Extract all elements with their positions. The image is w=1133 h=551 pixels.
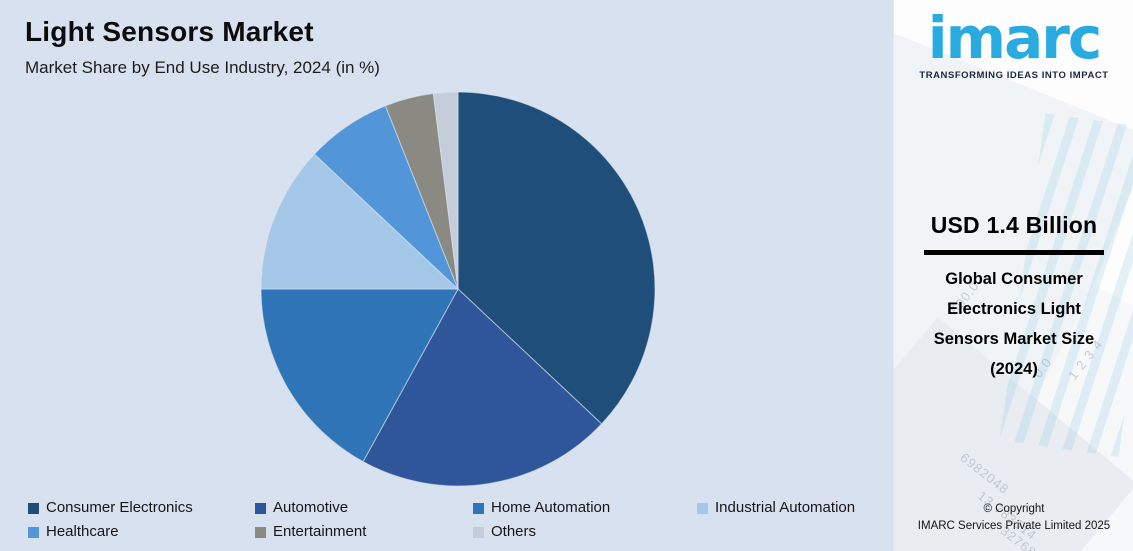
legend-label: Automotive bbox=[273, 499, 349, 516]
pie-chart bbox=[260, 91, 656, 487]
legend-swatch-icon bbox=[28, 502, 39, 514]
legend-item-entertainment: Entertainment bbox=[255, 523, 473, 540]
legend-swatch-icon bbox=[473, 502, 484, 514]
legend-label: Consumer Electronics bbox=[46, 499, 193, 516]
watermark-number: 6982048 bbox=[957, 449, 1013, 498]
legend-item-automotive: Automotive bbox=[255, 499, 473, 516]
pie-slice-automotive bbox=[362, 288, 603, 487]
imarc-logo-text: imarc bbox=[927, 4, 1102, 72]
page-title: Light Sensors Market bbox=[25, 16, 314, 47]
legend-label: Healthcare bbox=[46, 523, 119, 540]
copyright-line1: © Copyright bbox=[983, 503, 1045, 515]
legend-item-healthcare: Healthcare bbox=[28, 523, 255, 540]
legend-item-industrial-automation: Industrial Automation bbox=[697, 499, 856, 516]
pie-slice-others bbox=[432, 91, 459, 290]
legend-label: Entertainment bbox=[273, 523, 367, 540]
pie-slice-industrial-automation bbox=[260, 153, 460, 290]
brand-panel: 0.0 1 2 3 4 500.0 6982048 13.783514 32768 ima… bbox=[893, 0, 1133, 551]
legend-label: Home Automation bbox=[491, 499, 611, 516]
copyright: © Copyright IMARC Services Private Limit… bbox=[894, 501, 1133, 535]
legend-swatch-icon bbox=[697, 502, 708, 514]
legend-swatch-icon bbox=[255, 526, 266, 538]
page-subtitle: Market Share by End Use Industry, 2024 (… bbox=[25, 58, 380, 77]
stat-value: USD 1.4 Billion bbox=[930, 212, 1098, 238]
legend-swatch-icon bbox=[473, 526, 484, 538]
legend-item-others: Others bbox=[473, 523, 697, 540]
legend-item-home-automation: Home Automation bbox=[473, 499, 697, 516]
legend-swatch-icon bbox=[255, 502, 266, 514]
pie-slice-home-automation bbox=[260, 288, 459, 463]
legend-item-consumer-electronics: Consumer Electronics bbox=[28, 499, 255, 516]
imarc-tagline: TRANSFORMING IDEAS INTO IMPACT bbox=[919, 69, 1109, 81]
pie-slice-consumer-electronics bbox=[457, 91, 656, 425]
stat-divider bbox=[924, 250, 1104, 255]
market-stat: USD 1.4 Billion Global Consumer Electron… bbox=[912, 212, 1116, 384]
copyright-line2: IMARC Services Private Limited 2025 bbox=[917, 520, 1111, 532]
legend-label: Industrial Automation bbox=[715, 499, 856, 516]
chart-legend: Consumer Electronics Automotive Home Autom… bbox=[28, 499, 856, 540]
stat-label: Global Consumer Electronics Light Sensor… bbox=[933, 270, 1095, 378]
imarc-logo: imarc TRANSFORMING IDEAS INTO IMPACT bbox=[894, 8, 1133, 81]
legend-label: Others bbox=[491, 523, 537, 540]
legend-swatch-icon bbox=[28, 526, 39, 538]
